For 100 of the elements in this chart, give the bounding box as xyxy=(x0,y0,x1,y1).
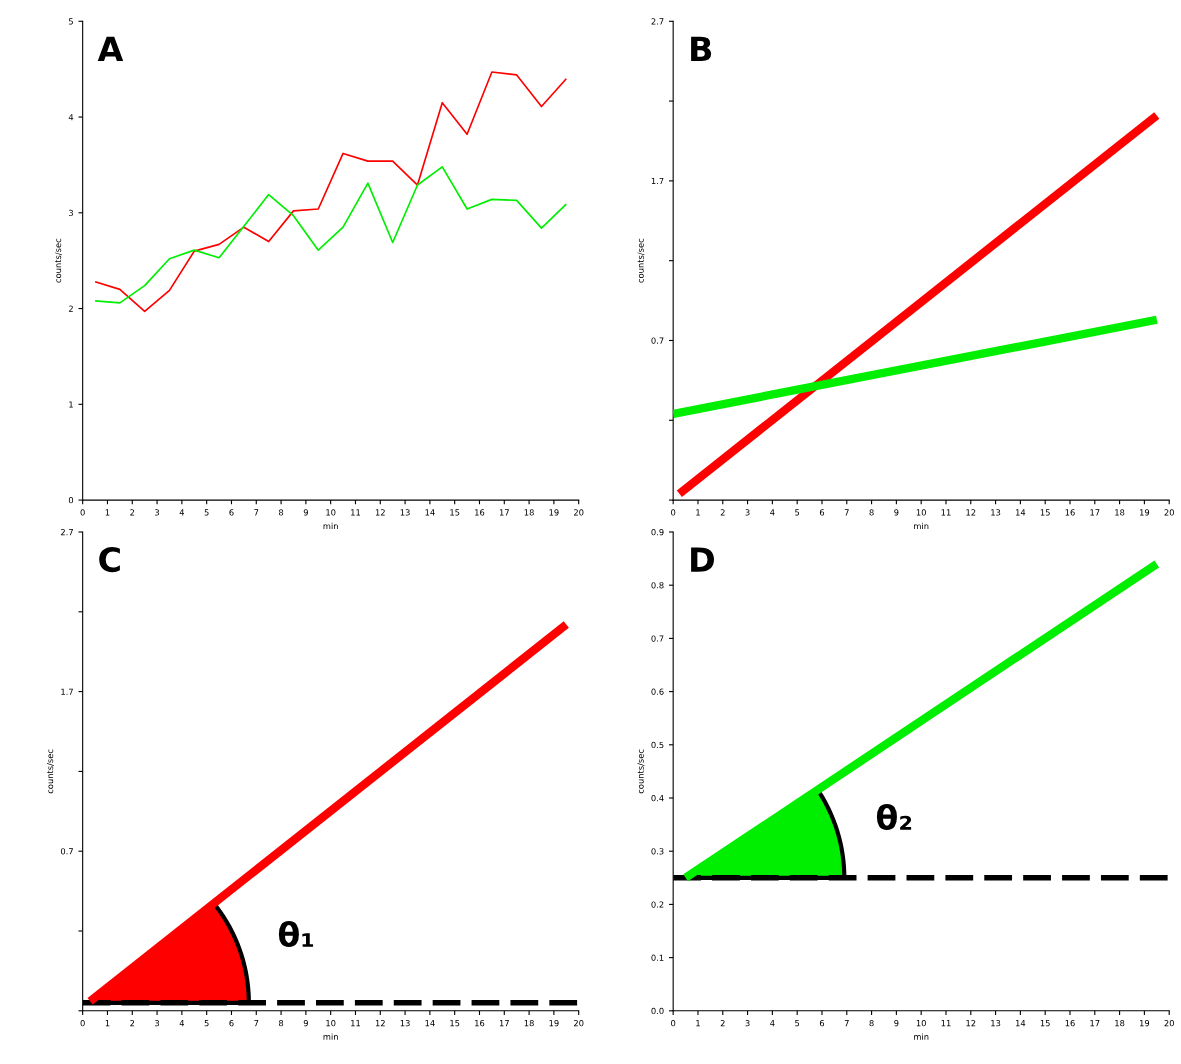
y-tick-label: 2 xyxy=(68,305,73,312)
x-tick-label: 12 xyxy=(966,1019,976,1027)
x-tick-label: 18 xyxy=(524,509,534,516)
x-tick-label: 8 xyxy=(278,1019,284,1027)
chart-title: B xyxy=(691,36,712,61)
x-tick-label: 17 xyxy=(499,1020,509,1027)
x-axis-title: min xyxy=(914,1033,929,1040)
x-tick-label: 1 xyxy=(696,1020,700,1027)
y-tick-label: 0.0 xyxy=(651,1007,664,1015)
y-axis-title: counts/sec xyxy=(637,749,645,794)
x-tick-label: 0 xyxy=(671,509,676,516)
x-tick-label: 18 xyxy=(524,1019,534,1027)
x-tick-label: 6 xyxy=(819,1019,825,1027)
x-tick-label: 7 xyxy=(254,1020,259,1027)
x-tick-label: 12 xyxy=(375,1019,385,1027)
x-tick-label: 1 xyxy=(105,509,110,516)
x-tick-label: 4 xyxy=(770,1020,775,1027)
x-tick-label: 9 xyxy=(303,509,308,516)
line-series xyxy=(94,71,568,313)
y-axis-title: counts/sec xyxy=(54,238,62,283)
y-axis-title: counts/sec xyxy=(637,238,645,283)
x-tick-label: 11 xyxy=(941,509,951,516)
x-tick-label: 10 xyxy=(326,1019,336,1027)
x-tick-label: 5 xyxy=(204,1020,209,1027)
x-tick-label: 16 xyxy=(475,1019,485,1027)
annotation: θ₂ xyxy=(876,803,912,830)
x-tick-label: 9 xyxy=(303,1019,308,1027)
x-tick-label: 8 xyxy=(869,1019,874,1027)
x-tick-label: 12 xyxy=(375,509,385,516)
y-tick-label: 1 xyxy=(69,401,73,408)
chart-title: D xyxy=(691,547,714,572)
x-tick-label: 16 xyxy=(1065,509,1075,516)
x-tick-label: 13 xyxy=(400,1019,410,1027)
x-tick-label: 17 xyxy=(499,509,509,516)
x-tick-label: 3 xyxy=(745,1019,750,1027)
y-axis-title: counts/sec xyxy=(47,749,54,794)
x-tick-label: 10 xyxy=(916,509,926,516)
x-tick-label: 6 xyxy=(819,509,825,516)
y-tick-label: 0.6 xyxy=(651,688,664,695)
x-tick-label: 13 xyxy=(991,1019,1001,1027)
x-tick-label: 11 xyxy=(351,509,361,516)
y-tick-label: 3 xyxy=(68,209,73,217)
x-tick-label: 1 xyxy=(105,1020,110,1027)
x-tick-label: 18 xyxy=(1115,1019,1125,1027)
x-tick-label: 12 xyxy=(966,509,976,516)
x-tick-label: 18 xyxy=(1115,509,1125,516)
line-series xyxy=(94,166,568,304)
chart-title: C xyxy=(99,546,120,573)
x-tick-label: 2 xyxy=(720,509,725,516)
annotation: θ₁ xyxy=(278,921,314,948)
x-tick-label: 4 xyxy=(179,1020,185,1027)
x-tick-label: 15 xyxy=(1040,1020,1050,1027)
x-tick-label: 5 xyxy=(204,509,209,516)
x-tick-label: 6 xyxy=(229,509,234,516)
x-tick-label: 7 xyxy=(254,509,259,516)
x-tick-label: 0 xyxy=(80,1019,85,1027)
x-tick-label: 10 xyxy=(916,1019,926,1027)
x-tick-label: 2 xyxy=(720,1019,725,1027)
x-tick-label: 2 xyxy=(130,509,135,516)
x-tick-label: 14 xyxy=(425,1020,435,1027)
y-tick-label: 0.3 xyxy=(651,848,664,855)
x-tick-label: 14 xyxy=(1016,509,1026,516)
x-tick-label: 7 xyxy=(844,509,849,516)
y-tick-label: 0.4 xyxy=(651,794,664,802)
x-tick-label: 8 xyxy=(869,509,874,516)
y-tick-label: 0.5 xyxy=(651,741,664,749)
x-tick-label: 19 xyxy=(1140,1019,1150,1027)
x-tick-label: 9 xyxy=(894,509,899,516)
y-tick-label: 0 xyxy=(68,497,74,504)
x-tick-label: 14 xyxy=(1016,1020,1026,1027)
x-tick-label: 20 xyxy=(1164,1019,1174,1027)
y-tick-label: 2.7 xyxy=(651,18,664,25)
y-tick-label: 1.7 xyxy=(61,688,73,695)
x-axis-title: min xyxy=(323,522,338,530)
y-tick-label: 5 xyxy=(68,18,73,25)
x-tick-label: 11 xyxy=(941,1020,951,1027)
x-tick-label: 3 xyxy=(155,1019,160,1027)
x-tick-label: 15 xyxy=(450,1020,460,1027)
x-tick-label: 3 xyxy=(745,509,750,516)
x-axis-title: min xyxy=(323,1033,338,1040)
y-tick-label: 0.1 xyxy=(651,954,664,961)
y-tick-label: 4 xyxy=(68,114,74,121)
y-tick-label: 1.7 xyxy=(651,177,664,185)
x-tick-label: 0 xyxy=(671,1019,676,1027)
x-tick-label: 15 xyxy=(450,509,460,516)
x-tick-label: 9 xyxy=(894,1019,899,1027)
x-tick-label: 3 xyxy=(155,509,160,516)
x-tick-label: 15 xyxy=(1040,509,1050,516)
x-tick-label: 20 xyxy=(574,1019,584,1027)
chart-title: A xyxy=(97,36,124,61)
x-tick-label: 20 xyxy=(574,509,584,516)
x-tick-label: 10 xyxy=(326,509,336,516)
y-tick-label: 0.2 xyxy=(651,901,664,908)
x-tick-label: 6 xyxy=(229,1019,234,1027)
x-tick-label: 16 xyxy=(475,509,485,516)
y-tick-label: 0.8 xyxy=(651,582,664,589)
x-axis-title: min xyxy=(914,522,929,530)
y-tick-label: 0.9 xyxy=(651,528,664,536)
x-tick-label: 19 xyxy=(1140,509,1150,516)
x-tick-label: 13 xyxy=(400,509,410,516)
